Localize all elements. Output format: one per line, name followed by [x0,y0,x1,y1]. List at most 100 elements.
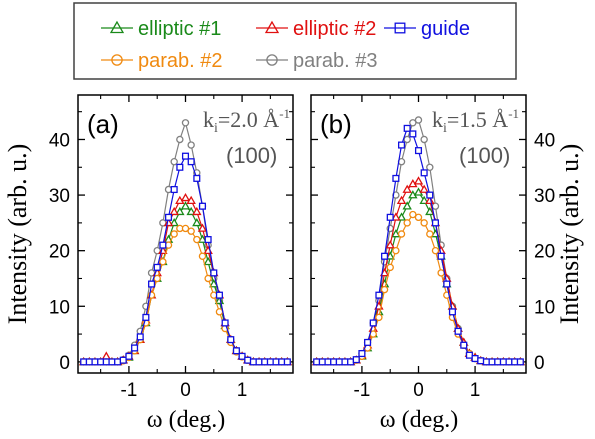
panel-b-point-parab-3 [420,135,428,144]
panel-a-label: (a) [87,109,119,139]
panel-a-point-guide [142,313,150,321]
panel-a-point-guide [187,158,195,166]
panel-a-point-elliptic-1 [180,201,191,210]
panel-a-xtick-label: -1 [120,380,137,401]
panel-b-line-parab-2 [316,213,521,363]
panel-b-point-parab-3 [426,163,434,171]
panel-a-ytick-label: 40 [49,130,70,151]
panel-b-point-elliptic-2 [396,195,407,204]
panel-b-series-elliptic-2 [311,176,526,366]
panel-b-k-sub: i [443,121,447,136]
panel-b-point-parab-3 [392,191,400,199]
panel-b-point-elliptic-1 [425,206,435,216]
panel-b-k-sup: -1 [508,106,519,121]
panel-b-point-guide [324,358,332,366]
panel-a-point-guide [136,333,144,341]
panel-b-point-guide [420,169,428,177]
panel-b-point-guide [397,141,406,149]
legend: elliptic #1 elliptic #2 guide parab. #2 para… [73,2,517,80]
panel-a-point-guide [153,263,161,271]
y-axis-label-right: Intensity (arb. u.) [555,144,584,325]
panel-a-point-elliptic-1 [197,234,208,243]
panel-a-point-guide [278,358,286,366]
x-axis-label-b: ω (deg.) [380,407,458,433]
panel-b-point-guide [454,327,462,335]
legend-label-parab-3: parab. #3 [293,50,378,72]
panel-a-k-annotation: ki=2.0 Å-1 [203,106,290,136]
panel-b-point-parab-2 [414,213,423,222]
panel-a-point-guide [266,358,274,366]
panel-a-point-guide [232,347,240,355]
panel-a-xtick-label: 1 [237,380,248,401]
legend-label-guide: guide [421,18,470,40]
panel-b-point-guide [386,213,394,221]
panel-a-point-guide [204,236,212,244]
panel-a-point-elliptic-1 [186,206,196,216]
panel-a-point-guide [227,336,235,344]
panel-b-ytick-label: 0 [534,353,545,374]
panel-b-series-parab-2 [312,210,525,366]
panel-a-point-guide [125,352,133,360]
panel-b-ytick-label: 10 [534,297,555,318]
panel-a-k-sup: -1 [279,106,290,121]
panel-a-point-guide [91,358,99,366]
panel-a-point-guide [181,152,190,160]
panel-b-point-guide [341,358,349,366]
panel-a-point-elliptic-1 [192,217,202,227]
panel-a-point-parab-2 [153,274,161,283]
panel-b-point-guide [477,357,485,365]
panel-a-k-eq: =2.0 Å [218,107,279,132]
panel-a-point-guide [131,344,139,352]
panel-a-point-guide [272,358,280,366]
panel-a-point-parab-2 [181,224,190,233]
legend-label-parab-2: parab. #2 [138,50,223,72]
panel-b-point-guide [313,358,321,366]
panel-b-point-guide [352,356,360,364]
panel-a-point-elliptic-1 [175,206,185,216]
panel-a-ytick-label: 10 [49,297,70,318]
panel-a-point-guide [164,213,173,221]
panel-a-point-elliptic-2 [197,223,208,232]
panel-b-point-guide [482,358,490,366]
panel-b-point-elliptic-1 [402,201,412,210]
panel-a-line-elliptic-2 [83,197,288,363]
panel-a-point-elliptic-2 [169,206,179,216]
panel-b-xtick-label: -1 [353,380,370,401]
panel-a-series-parab-2 [79,224,292,366]
panel-b-point-elliptic-2 [413,176,424,185]
panel-a-reflection: (100) [226,143,277,168]
panel-b-point-guide [375,291,383,299]
panel-b-point-elliptic-2 [391,212,401,221]
panel-b-point-guide [431,219,440,227]
panel-b-point-parab-2 [409,210,417,219]
panel-b-point-elliptic-1 [419,195,429,204]
panel-a-xtick-label: 0 [180,380,191,401]
legend-marker-parab-3 [266,54,278,66]
panel-a-point-parab-3 [187,141,195,149]
panel-b-k-annotation: ki=1.5 Å-1 [432,106,519,136]
panel-b-point-elliptic-1 [396,212,407,221]
panel-b-point-parab-3 [431,202,440,210]
panel-b-point-guide [392,174,400,182]
panel-a-point-guide [210,269,218,277]
panel-a-point-parab-2 [193,235,201,244]
panel-b-point-guide [511,358,519,366]
panel-b-point-guide [318,358,326,366]
legend-item-guide: guide [384,18,470,40]
panel-a-point-guide [176,163,184,171]
panel-a-line-guide [83,155,288,363]
panel-b-point-guide [460,341,468,349]
legend-item-elliptic-1: elliptic #1 [101,18,221,40]
panel-b-point-guide [516,358,524,366]
panel-b-point-parab-2 [386,263,394,272]
panel-b-point-elliptic-1 [391,229,401,238]
panel-b-ytick-label: 30 [534,186,555,207]
panel-b-point-guide [499,358,507,366]
panel-a-ytick-label: 0 [59,353,70,374]
y-axis-label-left: Intensity (arb. u.) [3,144,32,325]
panel-b-point-parab-2 [420,219,428,227]
legend-marker-guide [394,22,406,34]
panel-b-line-elliptic-2 [316,180,521,363]
